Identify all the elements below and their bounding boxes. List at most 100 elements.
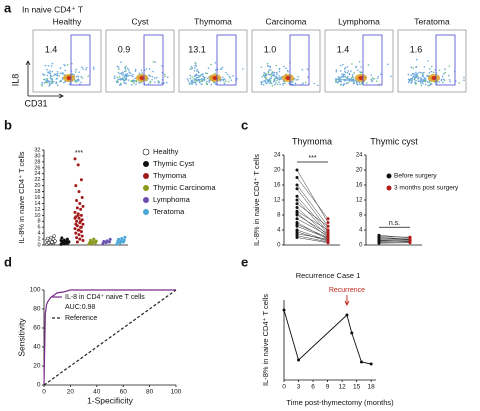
event-dot	[411, 72, 414, 75]
event-dot	[260, 83, 263, 85]
y-tick-label: 14	[34, 201, 40, 207]
x-tick-label: 20	[67, 389, 75, 396]
legend-marker	[143, 197, 149, 203]
event-dot	[122, 73, 125, 75]
event-dot	[228, 75, 231, 78]
event-dot	[276, 71, 278, 74]
event-dot	[294, 82, 297, 85]
event-dot	[120, 83, 122, 86]
x-tick-label: 0	[42, 389, 46, 396]
event-dot	[223, 82, 226, 85]
event-dot	[50, 80, 53, 83]
event-dot	[71, 62, 73, 65]
event-dot	[290, 83, 292, 85]
event-dot	[214, 82, 217, 85]
data-point	[80, 234, 84, 238]
event-dot	[191, 76, 193, 78]
x-tick-label: 60	[120, 389, 128, 396]
event-dot	[120, 82, 122, 85]
event-dot	[229, 77, 232, 79]
y-tick-label: 40	[33, 344, 41, 351]
data-line	[283, 309, 372, 365]
event-dot	[49, 80, 51, 82]
x-axis-label: Time post-thymectomy (months)	[286, 398, 394, 407]
pair-line	[296, 218, 329, 236]
event-dot	[295, 79, 298, 81]
event-dot	[189, 67, 192, 70]
y-tick-label: 20	[274, 168, 281, 174]
pair-line	[378, 241, 411, 243]
event-dot	[269, 79, 272, 82]
event-dot	[205, 72, 207, 74]
event-dot	[260, 81, 263, 84]
event-dot	[268, 73, 271, 76]
event-dot	[414, 75, 416, 77]
data-point	[78, 201, 82, 205]
data-point	[63, 241, 67, 245]
y-axis-label: IL8	[10, 74, 20, 87]
data-point	[79, 225, 83, 229]
event-dot	[77, 79, 80, 82]
x-tick-label: 100	[171, 389, 182, 396]
event-dot	[267, 81, 269, 83]
event-dot	[196, 70, 198, 72]
data-point	[107, 240, 111, 244]
data-point	[46, 236, 50, 241]
event-dot	[317, 84, 319, 87]
event-dot	[50, 65, 53, 67]
event-dot	[412, 75, 415, 78]
event-dot	[63, 63, 65, 66]
data-point	[46, 241, 51, 245]
event-dot	[353, 72, 355, 74]
event-dot	[428, 71, 431, 74]
event-dot	[429, 68, 431, 70]
event-dot	[353, 78, 355, 81]
event-dot	[51, 62, 54, 65]
event-dot	[197, 74, 200, 77]
event-dot	[120, 61, 122, 64]
event-dot	[271, 72, 273, 75]
event-dot	[201, 75, 204, 77]
event-dot	[265, 78, 267, 80]
event-dot	[121, 71, 124, 74]
event-dot	[344, 66, 347, 69]
event-dot	[430, 70, 433, 73]
event-dot	[268, 82, 271, 85]
event-dot	[424, 80, 427, 83]
event-dot	[423, 78, 425, 81]
gate-value: 1.6	[410, 44, 423, 54]
event-dot	[350, 70, 352, 72]
event-dot	[376, 77, 379, 80]
event-dot	[291, 81, 293, 83]
event-dot	[131, 79, 133, 82]
pair-line	[296, 233, 329, 240]
event-dot	[74, 71, 77, 73]
event-dot	[342, 63, 344, 66]
legend-label: Before surgery	[394, 173, 437, 180]
event-dot	[337, 81, 339, 83]
significance: ***	[308, 155, 316, 162]
event-dot	[197, 71, 200, 74]
event-dot	[415, 79, 417, 82]
event-dot	[125, 65, 127, 68]
data-point	[79, 219, 83, 223]
density-core	[285, 76, 291, 80]
data-point	[75, 206, 79, 210]
event-dot	[81, 77, 84, 79]
event-dot	[132, 73, 134, 76]
event-dot	[337, 75, 340, 78]
event-dot	[192, 81, 195, 84]
event-dot	[342, 75, 345, 78]
event-dot	[135, 79, 138, 82]
event-dot	[357, 69, 359, 72]
event-dot	[148, 74, 151, 76]
x-tick-label: 9	[326, 384, 330, 391]
event-dot	[77, 75, 80, 78]
legend-marker	[143, 173, 149, 179]
after-point	[326, 224, 330, 228]
event-dot	[438, 81, 441, 83]
event-dot	[59, 80, 61, 83]
event-dot	[119, 73, 121, 75]
event-dot	[165, 81, 168, 84]
event-dot	[203, 79, 206, 82]
